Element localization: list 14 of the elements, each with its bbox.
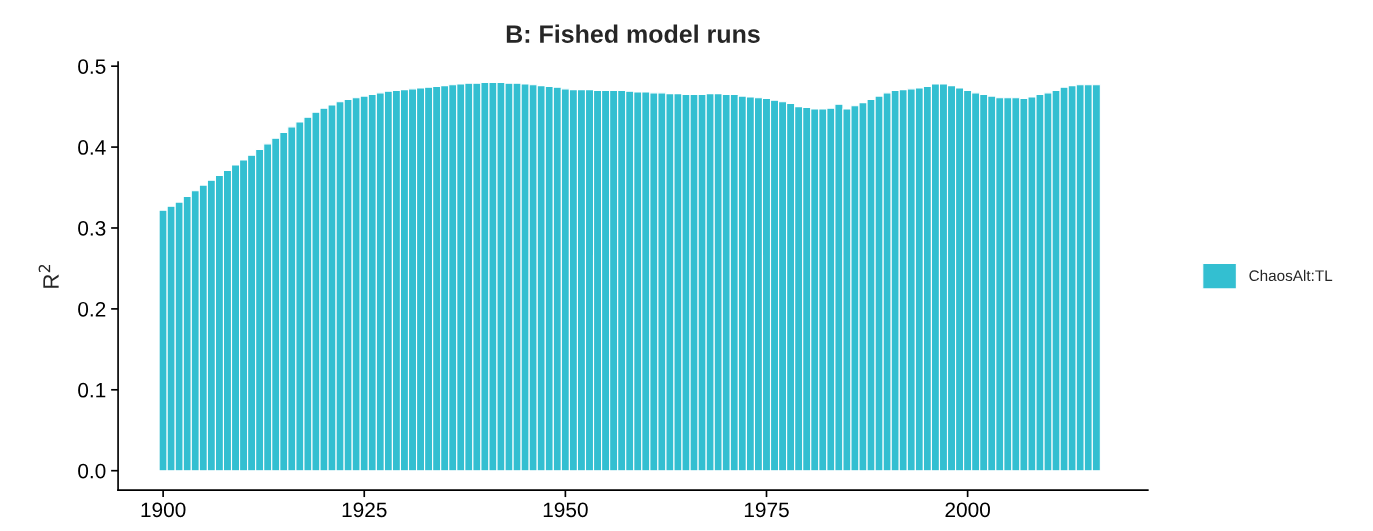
y-tick-label: 0.4 xyxy=(78,140,106,155)
x-tick-label: 1925 xyxy=(342,502,387,518)
x-tick-label: 1975 xyxy=(744,502,789,518)
x-tick-label: 1900 xyxy=(141,502,186,518)
y-tick-label: 0.2 xyxy=(78,301,106,317)
y-tick-label: 0.0 xyxy=(78,463,106,479)
x-tick-label: 1950 xyxy=(543,502,588,518)
y-tick-label: 0.1 xyxy=(78,382,106,398)
chart-title: B: Fished model runs xyxy=(506,24,760,43)
y-tick-label: 0.3 xyxy=(78,220,106,236)
y-axis-title: R$^{2}$ xyxy=(38,264,59,288)
x-tick-label: 2000 xyxy=(945,502,990,518)
y-tick-label: 0.5 xyxy=(78,59,106,74)
legend-label: ChaosAlt:TL xyxy=(1249,269,1333,282)
